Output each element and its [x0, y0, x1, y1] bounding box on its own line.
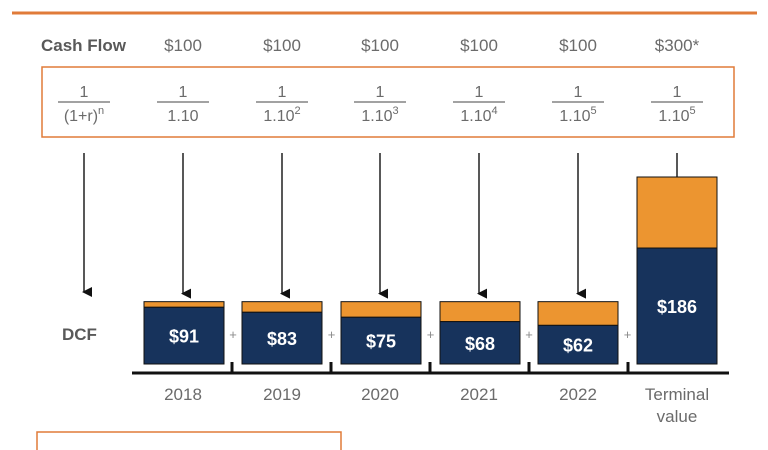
discount-factor: 11.10 — [157, 84, 209, 125]
discount-amount-segment — [340, 301, 422, 318]
cash-flow-value: $100 — [164, 36, 202, 55]
cash-flow-value: $100 — [460, 36, 498, 55]
fraction-exponent: 5 — [690, 105, 696, 117]
category-label: Terminal value — [645, 385, 709, 426]
dcf-bar-6: $186 — [636, 176, 718, 365]
cash-flow-value: $100 — [361, 36, 399, 55]
discount-factors: 1(1+r)n11.1011.10211.10311.10411.10511.1… — [58, 84, 703, 125]
discount-factor: 1 1.105 — [651, 84, 703, 125]
fraction-denominator: 1.102 — [263, 105, 300, 125]
fraction-numerator: 1 — [80, 84, 89, 101]
category-label: 2022 — [559, 385, 597, 404]
fraction-exponent: n — [98, 105, 104, 117]
dcf-row-label: DCF — [62, 325, 97, 344]
category-label: 2020 — [361, 385, 399, 404]
fraction-exponent: 4 — [492, 105, 498, 117]
present-value-label: $91 — [169, 327, 199, 347]
cash-flow-value: $300* — [655, 36, 700, 55]
footnote-box — [36, 431, 342, 450]
present-value-label: $62 — [563, 336, 593, 356]
present-value-segment — [537, 324, 619, 365]
category-axis — [132, 362, 729, 375]
present-value-segment — [636, 247, 718, 365]
plus-sign: + — [525, 327, 533, 342]
discount-formula-box — [41, 66, 735, 138]
cash-flow-row-label: Cash Flow — [41, 36, 127, 55]
fraction-denominator: 1.10 — [167, 108, 198, 125]
plus-sign: + — [328, 327, 336, 342]
present-value-label: $68 — [465, 334, 495, 354]
present-value-label: $75 — [366, 332, 396, 352]
category-label: 2018 — [164, 385, 202, 404]
fraction-exponent: 3 — [393, 105, 399, 117]
discount-amount-segment — [241, 301, 323, 313]
fraction-denominator: 1.104 — [460, 105, 497, 125]
fraction-denominator: 1.105 — [658, 105, 695, 125]
cash-flow-values: $100 $100 $100 $100 $100 $300* — [164, 36, 700, 55]
discount-factor: 1 1.102 — [256, 84, 308, 125]
fraction-denominator: (1+r)n — [64, 105, 104, 125]
dcf-bars: $91 $83 $75 $68 $62 $186 + + + + + — [143, 176, 718, 365]
dcf-bar-1: $91 — [143, 301, 225, 365]
fraction-exponent: 2 — [295, 105, 301, 117]
category-label: 2021 — [460, 385, 498, 404]
fraction-denominator: 1.103 — [361, 105, 398, 125]
dcf-bar-3: $75 — [340, 301, 422, 365]
discount-factor: 1 1.103 — [354, 84, 406, 125]
cash-flow-value: $100 — [559, 36, 597, 55]
discount-amount-segment — [439, 301, 521, 323]
present-value-label: $83 — [267, 329, 297, 349]
fraction-numerator: 1 — [574, 84, 583, 101]
plus-sign: + — [427, 327, 435, 342]
category-labels: 2018 2019 2020 2021 2022 Terminal value — [164, 385, 709, 426]
dcf-bar-2: $83 — [241, 301, 323, 365]
fraction-numerator: 1 — [179, 84, 188, 101]
present-value-label: $186 — [657, 297, 697, 317]
fraction-numerator: 1 — [475, 84, 484, 101]
plus-sign: + — [229, 327, 237, 342]
present-value-segment — [340, 316, 422, 365]
fraction-exponent: 5 — [591, 105, 597, 117]
present-value-segment — [143, 306, 225, 365]
fraction-numerator: 1 — [376, 84, 385, 101]
discount-amount-segment — [537, 301, 619, 326]
dcf-bar-4: $68 — [439, 301, 521, 365]
discount-factor: 1 1.104 — [453, 84, 505, 125]
discount-arrows — [82, 153, 685, 299]
dcf-bar-5: $62 — [537, 301, 619, 365]
discount-amount-segment — [143, 301, 225, 308]
fraction-numerator: 1 — [278, 84, 287, 101]
fraction-numerator: 1 — [673, 84, 682, 101]
general-discount-factor: 1 (1+r)n — [58, 84, 110, 125]
fraction-denominator: 1.105 — [559, 105, 596, 125]
discount-factor: 1 1.105 — [552, 84, 604, 125]
discount-amount-segment — [636, 176, 718, 249]
plus-sign: + — [624, 327, 632, 342]
present-value-segment — [439, 321, 521, 365]
present-value-segment — [241, 311, 323, 365]
category-label: 2019 — [263, 385, 301, 404]
cash-flow-value: $100 — [263, 36, 301, 55]
